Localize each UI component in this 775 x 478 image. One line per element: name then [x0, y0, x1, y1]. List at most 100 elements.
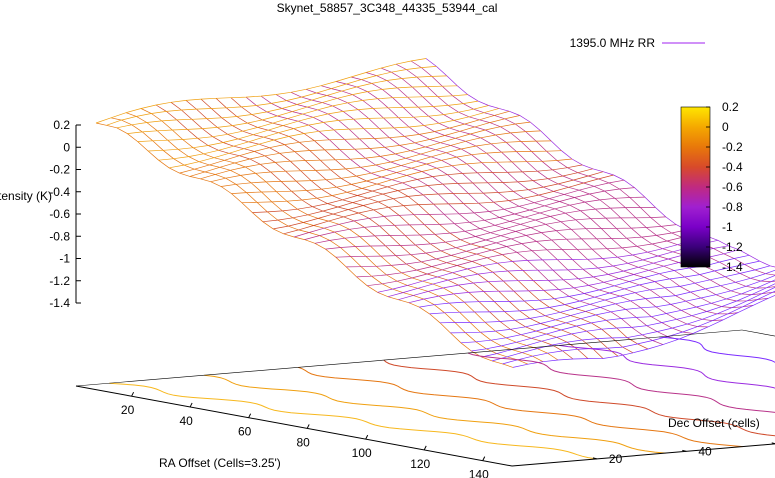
- legend-label: 1395.0 MHz RR: [570, 36, 656, 50]
- base-contour-line: [467, 352, 775, 413]
- surface-column-line: [283, 174, 614, 235]
- surface-column-line: [273, 171, 604, 230]
- surface-column-line: [189, 115, 520, 177]
- surface-row-line: [170, 102, 589, 359]
- surface-column-line: [106, 66, 437, 126]
- colorbar-tick-label: -0.4: [722, 160, 743, 174]
- colorbar-tick-label: -0.6: [722, 180, 743, 194]
- colorbar-tick-label: -0.2: [722, 140, 743, 154]
- x-tick-label: 120: [410, 457, 430, 471]
- surface-column-line: [158, 105, 489, 161]
- x-tick-label: 20: [121, 403, 135, 417]
- z-tick-label: -1.2: [49, 274, 70, 288]
- x-tick-mark: [365, 434, 369, 440]
- x-tick-label: 40: [179, 414, 193, 428]
- surface-column-line: [387, 239, 718, 298]
- z-tick-label: -1.4: [49, 296, 70, 310]
- base-contour-line: [383, 359, 775, 437]
- surface-row-line: [185, 100, 604, 359]
- base-back-edge: [75, 329, 743, 387]
- surface-column-line: [346, 224, 677, 268]
- base-contour-line: [298, 366, 743, 448]
- surface-column-line: [293, 179, 625, 238]
- z-tick-label: -0.4: [49, 185, 70, 199]
- surface-column-line: [367, 233, 698, 287]
- base-contour-line: [659, 336, 775, 364]
- y-tick-mark: [771, 442, 775, 445]
- x-tick-mark: [248, 413, 252, 418]
- z-axis-label: Intensity (K): [0, 189, 52, 203]
- surface-column-line: [314, 196, 645, 244]
- base-contour-line: [204, 374, 666, 454]
- colorbar-tick-label: -1.4: [722, 260, 743, 274]
- colorbar-tick-label: -1.2: [722, 240, 743, 254]
- surface-column-line: [262, 168, 593, 223]
- x-tick-mark: [189, 402, 193, 408]
- y-axis-line: [511, 443, 775, 467]
- surface-column-line: [137, 94, 468, 142]
- z-tick-label: -0.6: [49, 207, 70, 221]
- surface-row-line: [110, 117, 529, 365]
- z-tick-label: 0.2: [53, 118, 70, 132]
- colorbar: [680, 106, 711, 268]
- surface-column-line: [148, 100, 479, 152]
- surface-column-line: [221, 140, 552, 187]
- surface-column-line: [450, 269, 775, 334]
- x-tick-mark: [482, 456, 486, 461]
- x-axis-line: [75, 385, 513, 467]
- surface-column-line: [116, 75, 447, 129]
- y-axis-label: Dec Offset (cells): [668, 416, 760, 430]
- y-tick-label: 20: [609, 452, 623, 466]
- surface-column-line: [168, 108, 500, 169]
- surface-row-line: [380, 67, 775, 289]
- colorbar-tick-label: -0.8: [722, 200, 743, 214]
- base-back-edge: [741, 329, 775, 337]
- x-tick-label: 140: [469, 468, 489, 478]
- z-tick-label: 0: [63, 140, 70, 154]
- surface-column-line: [356, 229, 687, 278]
- surface-column-line: [460, 275, 775, 344]
- surface-column-line: [429, 260, 760, 315]
- surface-column-line: [200, 121, 531, 180]
- x-tick-mark: [306, 424, 310, 429]
- surface-column-line: [95, 58, 427, 124]
- x-tick-mark: [423, 445, 427, 451]
- surface-row-line: [365, 72, 775, 295]
- z-tick-label: -0.8: [49, 229, 70, 243]
- surface-column-line: [398, 245, 729, 301]
- surface-column-line: [512, 295, 775, 368]
- chart-title: Skynet_58857_3C348_44335_53944_cal: [277, 1, 498, 15]
- surface-row-line: [320, 85, 739, 315]
- surface-column-line: [252, 164, 583, 213]
- base-contours: [109, 336, 775, 460]
- colorbar-tick-label: -1: [722, 220, 733, 234]
- colorbar-ticks: 0.2 0 -0.2 -0.4 -0.6 -0.8 -1 -1.2 -1.4: [706, 100, 743, 274]
- surface-column-line: [502, 290, 775, 365]
- z-tick-label: -1: [59, 252, 70, 266]
- ticks: 20406080100120140204060801001201400.20-0…: [49, 118, 775, 478]
- base-contour-line: [559, 344, 775, 389]
- surface-column-line: [210, 130, 541, 183]
- surface-column-line: [335, 216, 666, 258]
- x-tick-mark: [131, 391, 135, 397]
- y-tick-mark: [592, 457, 598, 460]
- surface-column-line: [419, 254, 750, 308]
- surface-column-line: [471, 279, 775, 352]
- surface-column-line: [231, 150, 562, 194]
- surface-mesh: [95, 58, 775, 368]
- surface-column-line: [179, 110, 510, 174]
- surface-column-line: [304, 187, 635, 240]
- y-tick-mark: [682, 449, 687, 452]
- surface-column-line: [377, 236, 708, 293]
- surface-column-line: [439, 265, 771, 324]
- x-tick-label: 60: [238, 425, 252, 439]
- x-tick-label: 80: [296, 435, 310, 449]
- x-axis-label: RA Offset (Cells=3.25'): [159, 456, 281, 470]
- colorbar-tick-label: 0: [722, 120, 729, 134]
- surface-column-line: [127, 85, 458, 134]
- surface-column-line: [481, 283, 775, 358]
- surface-row-line: [200, 98, 619, 357]
- y-tick-label: 40: [698, 444, 712, 458]
- x-tick-label: 100: [352, 446, 372, 460]
